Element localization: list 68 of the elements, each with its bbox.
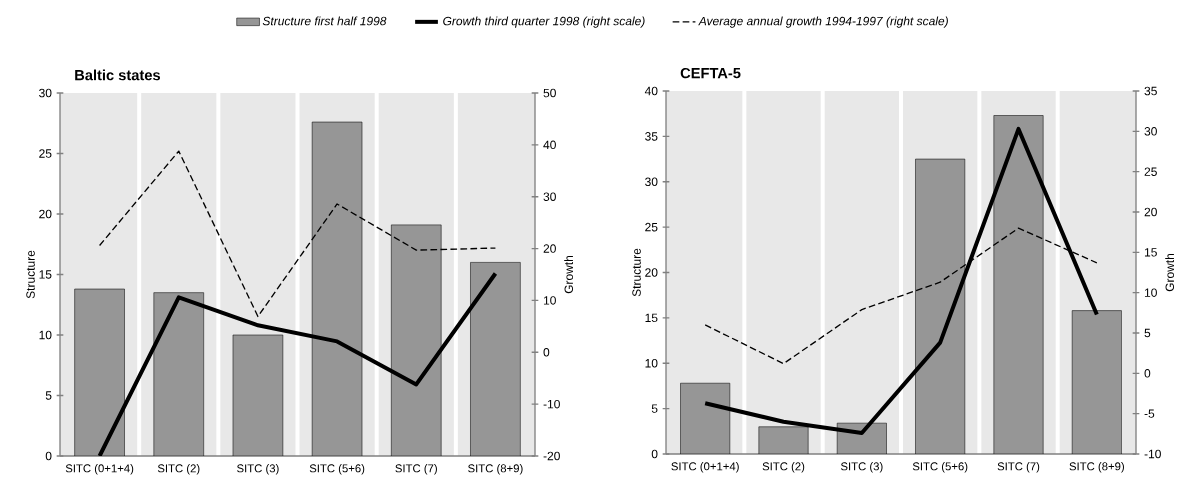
y-tick-label: 0: [651, 449, 658, 459]
y2-tick-label: 35: [1144, 86, 1157, 96]
y-tick-label: 30: [39, 88, 52, 98]
x-tick-label: SITC (7): [395, 464, 437, 475]
bar: [470, 262, 521, 456]
y2-axis-title: Growth: [564, 255, 574, 294]
bar: [993, 115, 1044, 454]
legend-label: Growth third quarter 1998 (right scale): [443, 16, 645, 28]
chart-title: CEFTA-5: [680, 67, 741, 79]
y-tick-label: 25: [39, 149, 52, 158]
y-tick-label: 35: [645, 132, 658, 141]
line-series: [98, 150, 497, 318]
bar: [232, 334, 284, 456]
y2-tick-label: 30: [1144, 127, 1157, 136]
y2-tick-label: 20: [1144, 207, 1157, 217]
y-tick-label: 5: [651, 404, 658, 413]
y2-tick-label: 25: [1144, 167, 1157, 176]
y-tick-label: 0: [45, 451, 52, 461]
y-tick-label: 20: [645, 268, 658, 277]
x-tick-label: SITC (2): [157, 464, 200, 475]
bar: [153, 292, 204, 456]
x-tick-label: SITC (5+6): [309, 464, 365, 475]
y2-tick-label: -5: [1144, 409, 1155, 418]
x-tick-label: SITC (3): [840, 462, 883, 473]
x-tick-label: SITC (3): [237, 464, 279, 475]
bar: [391, 224, 442, 456]
y-axis-title: Structure: [26, 250, 35, 299]
y-tick-label: 10: [39, 330, 52, 340]
y2-tick-label: 20: [543, 244, 556, 253]
y2-tick-label: 0: [543, 348, 550, 357]
bar: [311, 121, 363, 456]
bar: [1071, 310, 1122, 454]
y-tick-label: 25: [645, 222, 658, 232]
x-tick-label: SITC (8+9): [468, 464, 523, 475]
y2-tick-label: -10: [543, 399, 560, 409]
y2-tick-label: 0: [1144, 369, 1151, 378]
bar: [758, 426, 809, 454]
y-tick-label: 30: [645, 177, 658, 187]
chart-title: Baltic states: [75, 69, 160, 81]
legend-label: Structure first half 1998: [262, 16, 387, 26]
legend-label: Average annual growth 1994-1997 (right scale): [698, 16, 948, 28]
y-tick-label: 40: [644, 86, 658, 96]
x-tick-label: SITC (8+9): [1069, 462, 1124, 473]
x-tick-label: SITC (2): [762, 462, 805, 473]
y2-tick-label: 10: [543, 296, 556, 305]
line-series: [703, 126, 1099, 436]
y-tick-label: 5: [45, 391, 52, 400]
x-tick-label: SITC (0+1+4): [671, 462, 739, 473]
y2-tick-label: 15: [1144, 248, 1157, 257]
y-tick-label: 10: [645, 359, 658, 368]
y-tick-label: 15: [39, 270, 52, 279]
y2-axis-title: Growth: [1165, 253, 1175, 292]
bar: [680, 382, 731, 454]
y2-tick-label: 40: [543, 140, 556, 150]
x-tick-label: SITC (7): [997, 462, 1040, 473]
y-axis-title: Structure: [632, 248, 641, 297]
x-tick-label: SITC (5+6): [912, 462, 968, 473]
y2-tick-label: 10: [1144, 288, 1157, 297]
y-tick-label: 20: [39, 209, 52, 219]
bar: [915, 158, 966, 454]
y2-tick-label: 50: [543, 88, 556, 98]
y-tick-label: 15: [645, 313, 658, 323]
y2-tick-label: 30: [543, 192, 556, 201]
y2-tick-label: 5: [1144, 328, 1151, 338]
bar: [74, 288, 125, 456]
y2-tick-label: -20: [543, 451, 560, 461]
x-tick-label: SITC (0+1+4): [65, 464, 134, 475]
y2-tick-label: -10: [1144, 449, 1161, 459]
